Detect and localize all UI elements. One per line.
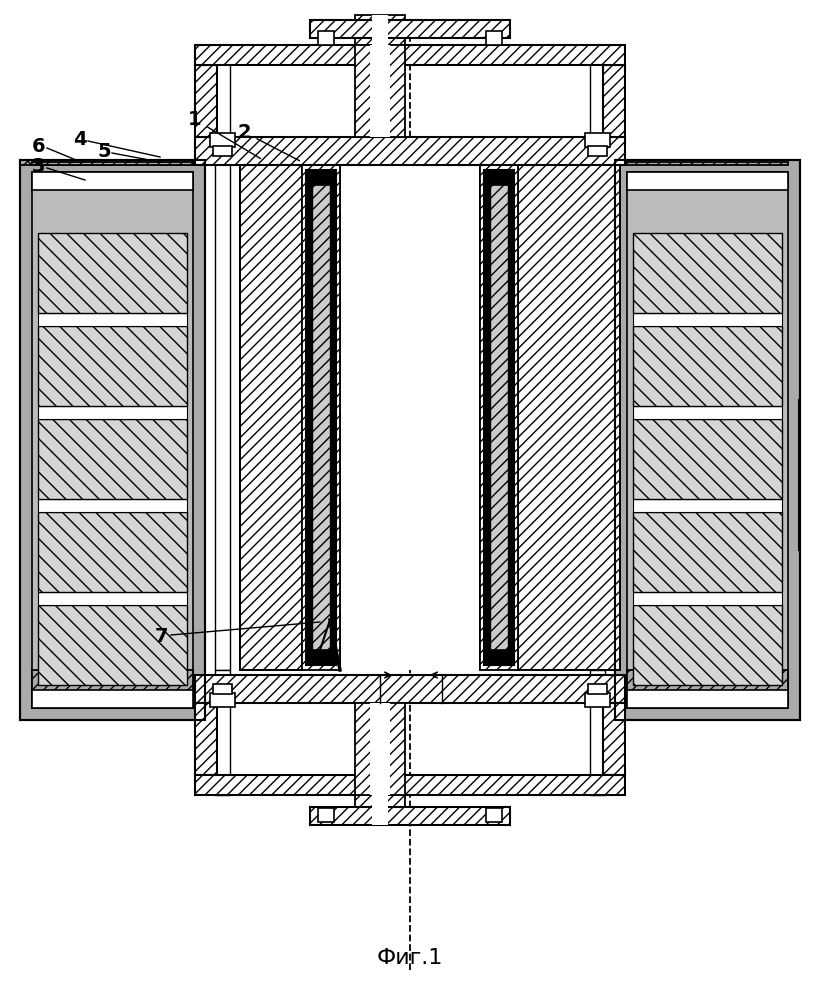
Bar <box>632 326 781 406</box>
Bar <box>340 165 479 670</box>
Bar <box>38 406 187 419</box>
Text: 6: 6 <box>32 137 46 156</box>
Bar <box>38 233 187 313</box>
Bar <box>32 172 192 708</box>
Bar <box>195 675 624 703</box>
Text: 2: 2 <box>238 123 299 161</box>
Bar <box>479 165 518 670</box>
Bar <box>318 31 333 45</box>
Text: 1: 1 <box>188 110 260 159</box>
Bar <box>210 133 235 147</box>
Bar <box>372 795 387 825</box>
Bar <box>614 160 799 720</box>
Bar <box>310 807 509 825</box>
Bar <box>195 65 217 137</box>
Bar <box>587 684 606 694</box>
Bar <box>490 180 508 655</box>
Bar <box>627 162 787 165</box>
Bar <box>240 165 301 670</box>
Bar <box>195 137 624 165</box>
Bar <box>301 165 340 670</box>
Bar <box>584 133 609 147</box>
Bar <box>627 172 787 190</box>
Bar <box>20 160 205 720</box>
Bar <box>483 170 514 665</box>
Bar <box>213 146 232 156</box>
Bar <box>318 808 333 822</box>
Bar <box>632 592 781 605</box>
Bar <box>614 160 799 720</box>
Bar <box>32 162 192 165</box>
Bar <box>305 170 336 185</box>
Bar <box>372 15 387 45</box>
Bar <box>20 160 205 165</box>
Bar <box>602 65 624 137</box>
Bar <box>311 180 329 655</box>
Text: 4: 4 <box>73 130 87 149</box>
Bar <box>195 703 217 775</box>
Bar <box>38 512 187 592</box>
Bar <box>369 45 390 137</box>
Bar <box>355 15 405 45</box>
Bar <box>587 146 606 156</box>
Bar <box>355 795 405 825</box>
Bar <box>38 605 187 685</box>
Bar <box>32 670 192 708</box>
Bar <box>355 703 405 795</box>
Bar <box>38 313 187 326</box>
Bar <box>38 592 187 605</box>
Bar <box>627 670 787 708</box>
Bar <box>195 775 624 795</box>
Bar <box>632 419 781 499</box>
Bar <box>215 670 229 795</box>
Bar <box>483 170 514 185</box>
Bar <box>602 703 624 775</box>
Bar <box>627 172 787 708</box>
Bar <box>632 406 781 419</box>
Bar <box>195 45 624 65</box>
Bar <box>38 419 187 499</box>
Bar <box>632 512 781 592</box>
Bar <box>590 670 604 795</box>
Bar <box>632 313 781 326</box>
Bar <box>32 172 192 190</box>
Bar <box>213 684 232 694</box>
Bar <box>590 60 604 670</box>
Bar <box>518 165 619 670</box>
Bar <box>240 165 301 670</box>
Bar <box>20 160 205 720</box>
Bar <box>632 233 781 313</box>
Bar <box>215 60 229 670</box>
Bar <box>369 703 390 795</box>
Bar <box>632 499 781 512</box>
Bar <box>310 20 509 38</box>
Bar <box>486 808 501 822</box>
Bar <box>32 690 192 708</box>
Text: 3: 3 <box>32 157 45 176</box>
Bar <box>355 45 405 137</box>
Text: 7: 7 <box>155 627 168 646</box>
Bar <box>483 650 514 665</box>
Text: Фиг.1: Фиг.1 <box>377 948 442 968</box>
Bar <box>627 690 787 708</box>
Bar <box>305 650 336 665</box>
Bar <box>305 170 336 665</box>
Bar <box>210 693 235 707</box>
Text: 5: 5 <box>97 142 111 161</box>
Bar <box>518 165 619 670</box>
Bar <box>38 326 187 406</box>
Bar <box>584 693 609 707</box>
Bar <box>486 31 501 45</box>
Bar <box>632 605 781 685</box>
Bar <box>38 499 187 512</box>
